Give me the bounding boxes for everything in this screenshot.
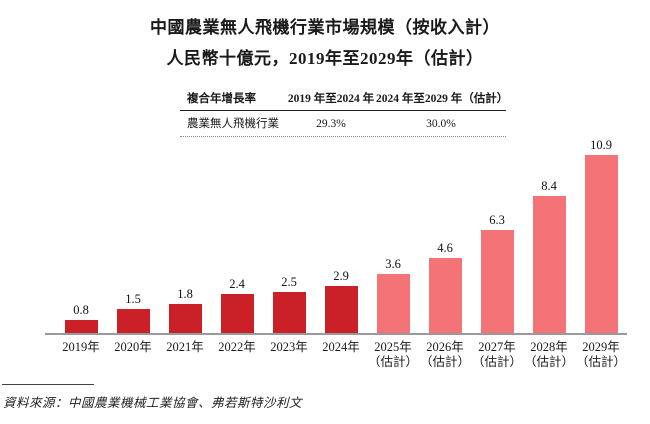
x-axis-label: 2028年 （估計）: [523, 340, 575, 370]
chart-title-block: 中國農業無人飛機行業市場規模（按收入計） 人民幣十億元，2019年至2029年（…: [0, 12, 650, 74]
x-axis-label: 2026年 （估計）: [419, 340, 471, 370]
x-axis-label-year: 2023年: [270, 340, 308, 354]
bar: [220, 294, 254, 333]
bar: [532, 196, 566, 333]
bar-group: 3.6: [367, 257, 419, 333]
cagr-header-metric: 複合年增長率: [187, 93, 256, 105]
bar: [64, 320, 98, 333]
x-axis-label-year: 2024年: [322, 340, 360, 354]
cagr-value-period2: 30.0%: [426, 118, 456, 130]
cagr-table-data-row: 農業無人飛機行業 29.3% 30.0%: [180, 111, 506, 137]
bar-value-label: 2.9: [333, 269, 349, 283]
x-axis-label: 2027年 （估計）: [471, 340, 523, 370]
bar-group: 4.6: [419, 241, 471, 333]
cagr-table: 複合年增長率 2019 年至2024 年 2024 年至2029 年（估計） 農…: [180, 90, 509, 137]
x-axis-label-year: 2026年: [426, 340, 464, 354]
plot-area: 0.8 1.5 1.8 2.4 2.5 2.9 3.6 4.6 6.3 8.4 10.9: [45, 137, 627, 335]
bar-value-label: 2.5: [281, 275, 297, 289]
bar-group: 2.4: [211, 277, 263, 333]
x-axis-label: 2024年: [315, 340, 367, 370]
x-axis-label-year: 2020年: [114, 340, 152, 354]
x-axis-label: 2019年: [55, 340, 107, 370]
x-axis-label-estimate-suffix: （估計）: [419, 355, 470, 369]
bar-group: 2.9: [315, 269, 367, 333]
x-axis-label-estimate-suffix: （估計）: [367, 355, 418, 369]
x-axis-label: 2020年: [107, 340, 159, 370]
bar-group: 6.3: [471, 213, 523, 333]
x-axis-label-estimate-suffix: （估計）: [471, 355, 522, 369]
bar-value-label: 4.6: [437, 241, 453, 255]
x-axis-label-year: 2027年: [478, 340, 516, 354]
bar-value-label: 8.4: [541, 179, 557, 193]
x-axis-labels: 2019年 2020年 2021年 2022年 2023年 2024年 2025年 （估計） 2…: [45, 340, 627, 370]
x-axis-label: 2025年 （估計）: [367, 340, 419, 370]
x-axis-label: 2022年: [211, 340, 263, 370]
x-axis-label-estimate-suffix: （估計）: [575, 355, 626, 369]
bar: [428, 258, 462, 333]
bar: [376, 274, 410, 333]
x-axis-label: 2023年: [263, 340, 315, 370]
source-divider-line: [2, 384, 94, 385]
bar-group: 8.4: [523, 179, 575, 333]
x-axis-label-year: 2019年: [62, 340, 100, 354]
bar-value-label: 6.3: [489, 213, 505, 227]
cagr-header-period2: 2024 年至2029 年（估計）: [376, 93, 509, 105]
cagr-value-period1: 29.3%: [316, 118, 346, 130]
bar-group: 10.9: [575, 138, 627, 333]
bar-group: 0.8: [55, 303, 107, 333]
cagr-header-period1: 2019 年至2024 年: [287, 93, 375, 105]
bar-value-label: 3.6: [385, 257, 401, 271]
bar-group: 1.8: [159, 287, 211, 333]
bar-chart: 0.8 1.5 1.8 2.4 2.5 2.9 3.6 4.6 6.3 8.4 10.9 2019年…: [45, 137, 627, 370]
bar-value-label: 2.4: [229, 277, 245, 291]
x-axis-label: 2021年: [159, 340, 211, 370]
source-note: 資料來源：中國農業機械工業協會、弗若斯特沙利文: [3, 396, 303, 410]
bar-value-label: 0.8: [73, 303, 89, 317]
cagr-row-label: 農業無人飛機行業: [187, 118, 279, 130]
bar: [272, 292, 306, 333]
x-axis-label-year: 2022年: [218, 340, 256, 354]
bar: [480, 230, 514, 333]
bar-group: 1.5: [107, 292, 159, 333]
bar: [324, 286, 358, 333]
x-axis-label-year: 2025年: [374, 340, 412, 354]
x-axis-label: 2029年 （估計）: [575, 340, 627, 370]
x-axis-label-year: 2029年: [582, 340, 620, 354]
bar: [168, 304, 202, 333]
bar-value-label: 10.9: [590, 138, 612, 152]
x-axis-label-year: 2028年: [530, 340, 568, 354]
cagr-table-header-row: 複合年增長率 2019 年至2024 年 2024 年至2029 年（估計）: [180, 90, 509, 111]
bar: [116, 309, 150, 333]
x-axis-label-year: 2021年: [166, 340, 204, 354]
chart-title-line2: 人民幣十億元，2019年至2029年（估計）: [166, 49, 484, 68]
bar-group: 2.5: [263, 275, 315, 333]
bar-value-label: 1.8: [177, 287, 193, 301]
chart-title-line1: 中國農業無人飛機行業市場規模（按收入計）: [150, 18, 500, 37]
bar: [584, 155, 618, 333]
x-axis-label-estimate-suffix: （估計）: [523, 355, 574, 369]
bar-value-label: 1.5: [125, 292, 141, 306]
